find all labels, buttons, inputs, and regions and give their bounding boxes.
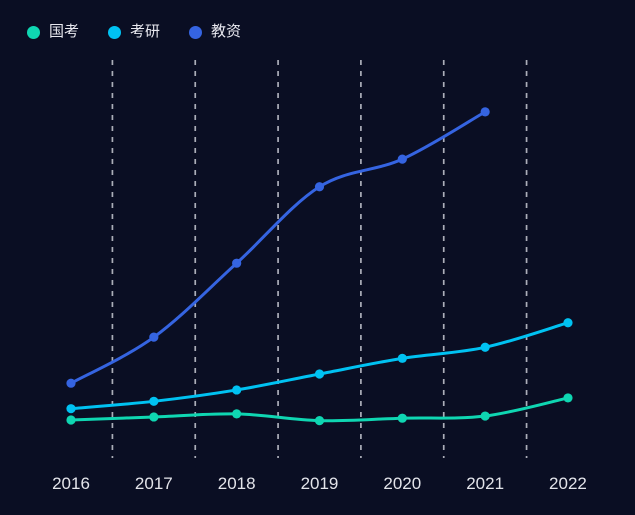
- legend-label: 教资: [211, 23, 242, 40]
- legend-item-jiaozi[interactable]: 教资: [189, 22, 241, 42]
- x-axis-tick-label: 2016: [52, 474, 90, 493]
- legend-label: 国考: [49, 23, 80, 40]
- data-point: [314, 416, 325, 426]
- data-point: [149, 412, 159, 422]
- data-point: [66, 415, 76, 425]
- data-point: [480, 107, 490, 117]
- data-point: [232, 258, 242, 268]
- data-point: [397, 413, 407, 423]
- data-point: [66, 404, 76, 414]
- x-axis-tick-label: 2019: [300, 474, 339, 493]
- legend-label: 考研: [130, 23, 161, 40]
- series-line-教资: [69, 110, 487, 385]
- data-point: [66, 378, 76, 388]
- data-point: [232, 409, 242, 419]
- x-axis-tick-label: 2021: [466, 474, 505, 493]
- legend-item-kaoyan[interactable]: 考研: [108, 22, 160, 42]
- chart-legend: 国考 考研 教资: [27, 22, 241, 42]
- legend-item-guokao[interactable]: 国考: [27, 22, 79, 42]
- legend-dot-icon: [108, 25, 122, 39]
- data-point: [397, 353, 407, 363]
- data-point: [232, 385, 242, 395]
- data-point: [480, 411, 490, 421]
- data-point: [149, 396, 159, 406]
- x-axis-tick-label: 2018: [217, 474, 256, 493]
- data-point: [314, 369, 325, 379]
- data-point: [397, 154, 407, 164]
- legend-dot-icon: [27, 25, 40, 39]
- data-point: [149, 332, 159, 342]
- x-axis-tick-label: 2022: [549, 474, 587, 493]
- data-point: [314, 182, 325, 192]
- data-point: [480, 342, 490, 352]
- data-point: [563, 318, 573, 328]
- legend-dot-icon: [189, 25, 203, 39]
- x-axis-tick-label: 2017: [134, 474, 173, 493]
- data-point: [563, 393, 573, 403]
- x-axis-tick-label: 2020: [383, 474, 422, 493]
